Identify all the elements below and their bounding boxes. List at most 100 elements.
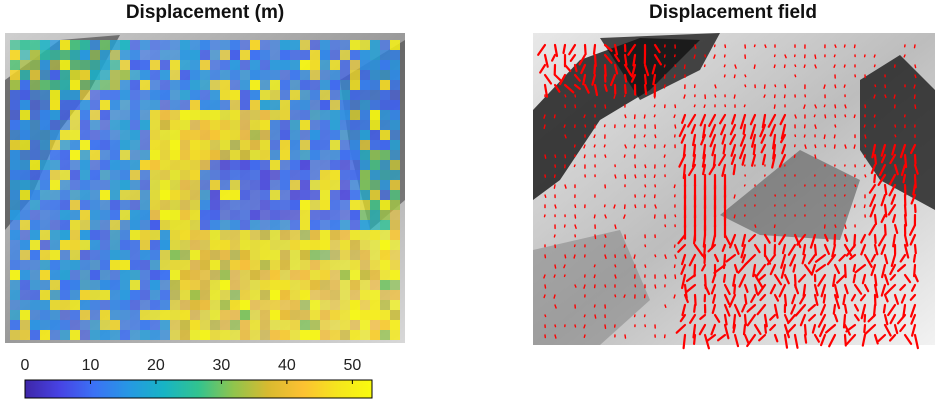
heatmap-cell (130, 80, 140, 90)
displacement-vector (909, 233, 917, 246)
heatmap-cell (60, 190, 70, 200)
heatmap-cell (250, 90, 260, 100)
displacement-vector (803, 64, 806, 69)
heatmap-cell (230, 120, 240, 130)
heatmap-cell (10, 200, 20, 210)
displacement-vector (739, 113, 747, 130)
heatmap-cell (350, 230, 360, 240)
displacement-vector (614, 224, 617, 230)
heatmap-cell (340, 50, 350, 60)
heatmap-cell (80, 240, 90, 250)
heatmap-cell (370, 80, 380, 90)
heatmap-cell (90, 270, 100, 280)
heatmap-cell (80, 90, 90, 100)
heatmap-cell (40, 200, 50, 210)
displacement-vector (873, 54, 876, 58)
displacement-vector (864, 134, 867, 139)
heatmap-cell (20, 110, 30, 120)
displacement-vector (877, 233, 887, 247)
heatmap-cell (20, 130, 30, 140)
heatmap-cell (180, 80, 190, 90)
displacement-vector (787, 313, 797, 325)
displacement-vector (593, 264, 596, 268)
heatmap-cell (310, 220, 320, 230)
heatmap-cell (350, 290, 360, 300)
displacement-vector (794, 74, 797, 78)
heatmap-cell (40, 330, 50, 340)
displacement-vector (593, 214, 596, 219)
displacement-vector (838, 253, 847, 262)
heatmap-cell (90, 330, 100, 340)
displacement-vector (807, 303, 817, 312)
heatmap-cell (200, 300, 210, 310)
heatmap-cell (30, 310, 40, 320)
heatmap-cell (140, 320, 150, 330)
heatmap-cell (110, 60, 120, 70)
heatmap-cell (210, 80, 220, 90)
displacement-vector (797, 273, 807, 283)
displacement-vector (709, 133, 717, 148)
displacement-vector (603, 83, 608, 92)
heatmap-cell (160, 310, 170, 320)
heatmap-cell (130, 100, 140, 110)
heatmap-cell (230, 50, 240, 60)
displacement-vector (861, 273, 867, 285)
displacement-vector (630, 63, 637, 78)
heatmap-cell (40, 100, 50, 110)
heatmap-cell (180, 200, 190, 210)
heatmap-cell (320, 250, 330, 260)
heatmap-cell (390, 270, 400, 280)
heatmap-cell (300, 230, 310, 240)
displacement-vector (623, 244, 626, 248)
displacement-vector (868, 183, 877, 194)
displacement-vector (863, 124, 866, 128)
heatmap-cell (50, 300, 60, 310)
heatmap-cell (180, 230, 190, 240)
heatmap-cell (190, 280, 200, 290)
heatmap-cell (40, 280, 50, 290)
heatmap-cell (90, 120, 100, 130)
displacement-vector (864, 144, 867, 148)
heatmap-cell (190, 130, 200, 140)
heatmap-cell (210, 260, 220, 270)
heatmap-cell (50, 60, 60, 70)
heatmap-cell (340, 290, 350, 300)
displacement-vector (728, 293, 737, 308)
heatmap-cell (250, 100, 260, 110)
heatmap-cell (230, 310, 240, 320)
displacement-vector (554, 154, 557, 159)
displacement-vector (873, 64, 876, 68)
displacement-vector (883, 223, 887, 236)
heatmap-cell (10, 90, 20, 100)
heatmap-cell (20, 160, 30, 170)
heatmap-cell (210, 220, 220, 230)
heatmap-cell (270, 230, 280, 240)
heatmap-cell (290, 290, 300, 300)
displacement-vector (769, 313, 777, 321)
heatmap-cell (360, 40, 370, 50)
displacement-vector (711, 303, 717, 314)
displacement-vector (803, 333, 808, 344)
displacement-vector (778, 233, 787, 246)
heatmap-cell (80, 100, 90, 110)
heatmap-cell (220, 80, 230, 90)
heatmap-cell (290, 330, 300, 340)
displacement-vector (742, 123, 747, 135)
heatmap-cell (90, 80, 100, 90)
heatmap-cell (100, 240, 110, 250)
heatmap-cell (230, 330, 240, 340)
displacement-vector (573, 83, 581, 90)
heatmap-cell (90, 60, 100, 70)
displacement-vector (835, 273, 847, 284)
heatmap-cell (140, 40, 150, 50)
displacement-vector (750, 293, 757, 303)
heatmap-cell (40, 150, 50, 160)
heatmap-cell (100, 130, 110, 140)
displacement-vector (592, 43, 597, 56)
heatmap-cell (390, 230, 400, 240)
displacement-vector (853, 303, 860, 312)
displacement-vector (564, 184, 567, 189)
displacement-vector (864, 174, 867, 178)
heatmap-cell (160, 80, 170, 90)
heatmap-cell (310, 60, 320, 70)
